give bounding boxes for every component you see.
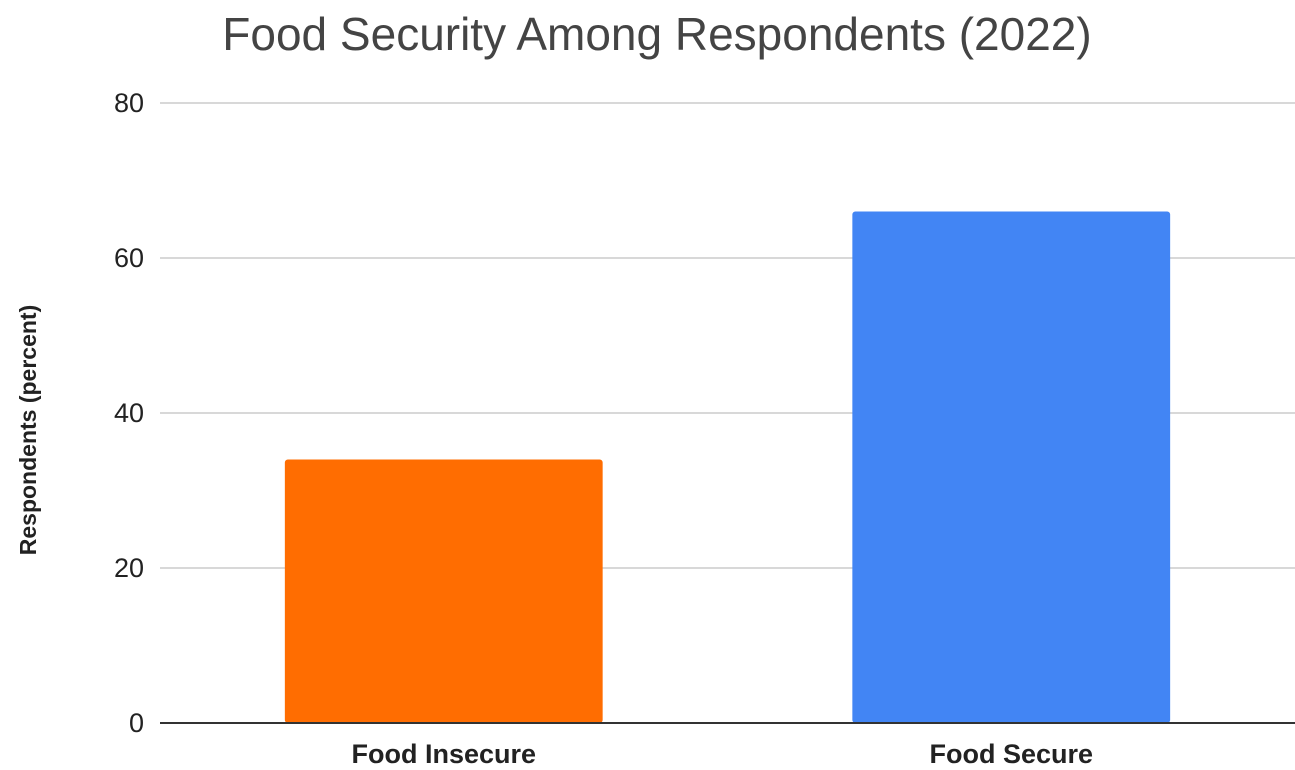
y-axis-ticks: 0 20 40 60 80 (114, 88, 144, 738)
x-tick-label: Food Secure (929, 739, 1093, 769)
y-tick-label: 60 (114, 243, 144, 273)
y-tick-label: 20 (114, 553, 144, 583)
bar-food-insecure (284, 459, 603, 723)
y-tick-label: 80 (114, 88, 144, 118)
y-axis-label: Respondents (percent) (15, 305, 41, 555)
x-tick-label: Food Insecure (351, 739, 536, 769)
bars (284, 211, 1171, 723)
chart-title: Food Security Among Respondents (2022) (222, 8, 1091, 60)
x-axis-ticks: Food Insecure Food Secure (351, 739, 1093, 769)
y-tick-label: 40 (114, 398, 144, 428)
y-tick-label: 0 (129, 708, 144, 738)
bar-food-secure (852, 211, 1171, 723)
